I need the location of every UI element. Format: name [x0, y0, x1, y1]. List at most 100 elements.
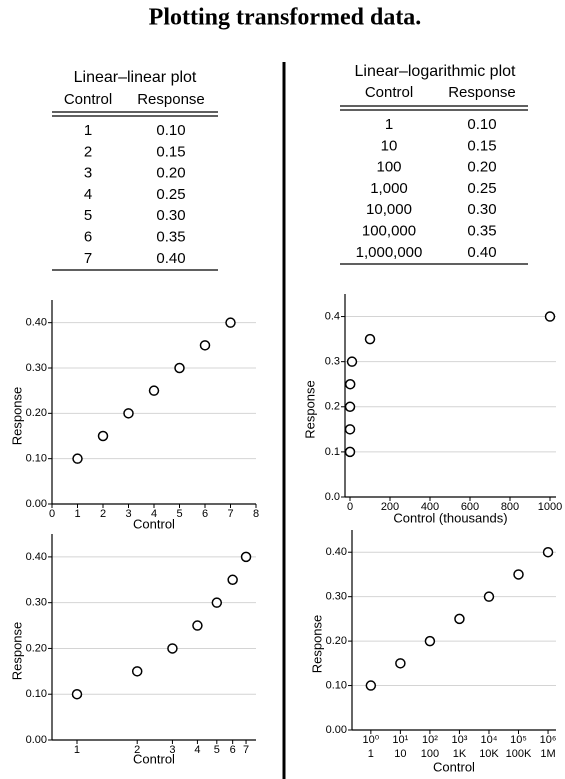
marker — [344, 401, 356, 413]
x-tick-label: 7 — [243, 744, 249, 756]
x-tick-label: 10² — [422, 734, 438, 746]
y-tick-label: 0.30 — [26, 597, 47, 609]
table-cell: 1,000,000 — [356, 244, 423, 261]
marker — [395, 658, 406, 669]
table-cell: 1 — [84, 122, 92, 139]
x-tick-label: 4 — [151, 508, 157, 520]
table-cell: 0.20 — [156, 165, 185, 182]
table-cell: 0.35 — [156, 228, 185, 245]
x-tick-label: 7 — [227, 508, 233, 520]
marker — [346, 356, 358, 367]
table-cell: 6 — [84, 228, 92, 245]
y-tick-label: 0.10 — [326, 679, 347, 691]
x-tick-sublabel: 1M — [540, 748, 555, 760]
marker — [131, 666, 143, 677]
y-tick-label: 0.00 — [326, 724, 347, 736]
marker — [240, 551, 252, 563]
y-tick-label: 0.30 — [26, 362, 47, 374]
table-cell: 0.40 — [156, 250, 185, 267]
table-cell: 1,000 — [370, 180, 408, 197]
page-title: Plotting transformed data. — [149, 5, 422, 31]
table-cell: 0.15 — [467, 137, 496, 154]
marker — [364, 333, 376, 345]
marker — [174, 362, 185, 374]
y-tick-label: 0.40 — [26, 551, 47, 563]
marker — [424, 635, 436, 647]
marker — [542, 546, 554, 558]
marker — [97, 430, 109, 442]
x-tick-sublabel: 10 — [394, 748, 406, 760]
table-cell: 0.25 — [156, 186, 185, 203]
y-tick-label: 0.20 — [326, 635, 347, 647]
x-axis-label: Control (thousands) — [393, 510, 507, 525]
table-header: Control — [365, 84, 413, 101]
table-cell: 100 — [376, 159, 401, 176]
marker — [483, 591, 495, 602]
x-tick-label: 10³ — [451, 734, 467, 746]
x-tick-label: 6 — [230, 744, 236, 756]
marker — [344, 424, 356, 435]
table-cell: 3 — [84, 165, 92, 182]
x-tick-label: 10⁶ — [540, 734, 557, 746]
table-header: Response — [137, 91, 205, 108]
x-tick-label: 0 — [347, 501, 353, 513]
marker — [365, 680, 377, 691]
marker — [211, 597, 223, 608]
x-tick-label: 800 — [501, 501, 519, 513]
y-tick-label: 0.20 — [26, 642, 47, 654]
table-cell: 0.10 — [156, 122, 185, 139]
y-tick-label: 0.1 — [325, 446, 340, 458]
y-tick-label: 0.10 — [26, 688, 47, 700]
table-cell: 10 — [381, 137, 398, 154]
y-axis-label: Response — [302, 380, 317, 439]
x-tick-label: 5 — [176, 508, 182, 520]
table-cell: 2 — [84, 143, 92, 160]
table-cell: 0.15 — [156, 143, 185, 160]
marker — [148, 385, 160, 396]
x-tick-label: 600 — [461, 501, 479, 513]
x-tick-label: 400 — [421, 501, 439, 513]
y-axis-label: Response — [309, 615, 324, 674]
x-tick-label: 0 — [49, 508, 55, 520]
marker — [199, 340, 211, 351]
marker — [344, 378, 356, 390]
x-tick-label: 6 — [202, 508, 208, 520]
marker — [344, 446, 356, 458]
y-tick-label: 0.00 — [26, 498, 47, 510]
x-tick-label: 10⁴ — [480, 734, 497, 746]
table-cell: 10,000 — [366, 201, 412, 218]
x-tick-label: 3 — [125, 508, 131, 520]
x-axis-label: Control — [133, 516, 175, 531]
marker — [72, 453, 83, 464]
x-tick-label: 8 — [253, 508, 259, 520]
x-tick-sublabel: 1K — [453, 748, 467, 760]
table-header: Control — [64, 91, 112, 108]
table-cell: 0.40 — [467, 244, 496, 261]
x-tick-label: 3 — [169, 744, 175, 756]
x-tick-label: 1000 — [538, 501, 562, 513]
x-axis-label: Control — [433, 759, 475, 774]
x-tick-label: 2 — [100, 508, 106, 520]
x-tick-label: 4 — [194, 744, 200, 756]
x-tick-label: 2 — [134, 744, 140, 756]
table-title: Linear–logarithmic plot — [355, 63, 517, 80]
table-cell: 0.20 — [467, 159, 496, 176]
marker — [513, 569, 524, 580]
x-tick-label: 10⁵ — [510, 734, 527, 746]
marker — [454, 613, 465, 625]
x-tick-sublabel: 100K — [506, 748, 532, 760]
table-cell: 4 — [84, 186, 92, 203]
table-title: Linear–linear plot — [74, 69, 197, 86]
table-cell: 0.25 — [467, 180, 496, 197]
y-tick-label: 0.10 — [26, 453, 47, 465]
x-axis-label: Control — [133, 751, 175, 766]
table-header: Response — [448, 84, 516, 101]
marker — [167, 643, 178, 654]
x-tick-label: 1 — [74, 508, 80, 520]
y-axis-label: Response — [9, 387, 24, 446]
y-tick-label: 0.0 — [325, 491, 340, 503]
y-tick-label: 0.3 — [325, 356, 340, 368]
marker — [227, 574, 238, 586]
x-tick-label: 10¹ — [392, 734, 408, 746]
